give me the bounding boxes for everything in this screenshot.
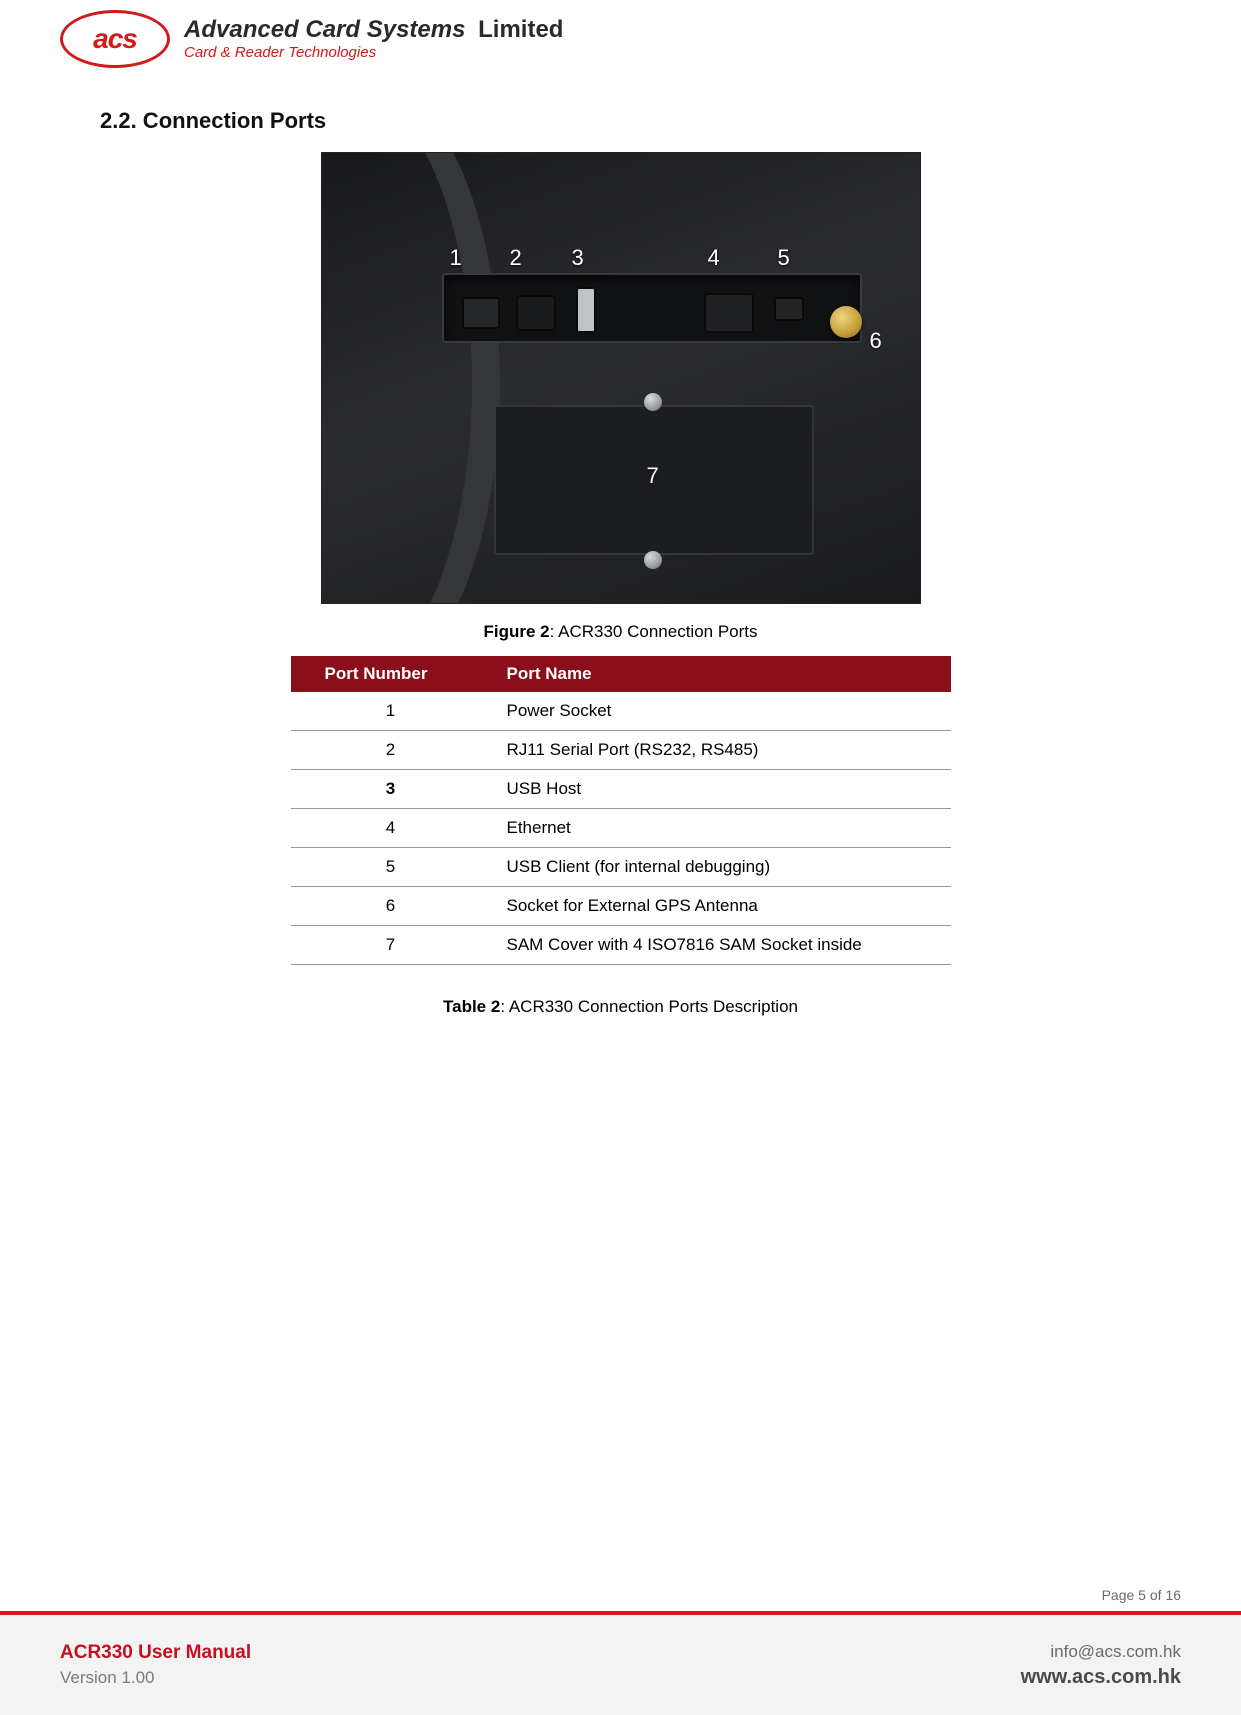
table-cell-port-name: Ethernet bbox=[491, 809, 951, 848]
port-power-socket bbox=[462, 297, 500, 329]
table-cell-port-name: RJ11 Serial Port (RS232, RS485) bbox=[491, 731, 951, 770]
table-row: 2RJ11 Serial Port (RS232, RS485) bbox=[291, 731, 951, 770]
table-header-row: Port Number Port Name bbox=[291, 656, 951, 692]
company-limited: Limited bbox=[478, 16, 563, 43]
port-usb-host bbox=[576, 287, 596, 333]
figure-label-6: 6 bbox=[870, 328, 882, 354]
table-cell-port-number: 6 bbox=[291, 887, 491, 926]
figure-caption-rest: : ACR330 Connection Ports bbox=[550, 622, 758, 641]
page-number: Page 5 of 16 bbox=[1102, 1587, 1181, 1603]
company-tagline: Card & Reader Technologies bbox=[184, 45, 563, 62]
gps-antenna-socket bbox=[830, 306, 862, 338]
table-cell-port-number: 4 bbox=[291, 809, 491, 848]
table-row: 4Ethernet bbox=[291, 809, 951, 848]
table-cell-port-name: Socket for External GPS Antenna bbox=[491, 887, 951, 926]
figure-caption: Figure 2: ACR330 Connection Ports bbox=[483, 622, 757, 642]
table-cell-port-number: 2 bbox=[291, 731, 491, 770]
footer-left: ACR330 User Manual Version 1.00 bbox=[60, 1642, 251, 1688]
company-main-text: Advanced Card Systems bbox=[184, 16, 465, 43]
table-cell-port-name: SAM Cover with 4 ISO7816 SAM Socket insi… bbox=[491, 926, 951, 965]
page-footer: ACR330 User Manual Version 1.00 info@acs… bbox=[0, 1615, 1241, 1715]
device-curve bbox=[321, 152, 472, 604]
port-ethernet bbox=[704, 293, 754, 333]
footer-website: www.acs.com.hk bbox=[1021, 1666, 1181, 1689]
figure-label-7: 7 bbox=[647, 463, 659, 489]
screw-icon bbox=[644, 551, 662, 569]
screw-icon bbox=[644, 393, 662, 411]
table-caption-rest: : ACR330 Connection Ports Description bbox=[500, 997, 798, 1016]
page-header: acs Advanced Card Systems Limited Card &… bbox=[60, 0, 1181, 86]
doc-version: Version 1.00 bbox=[60, 1668, 251, 1688]
footer-right: info@acs.com.hk www.acs.com.hk bbox=[1021, 1642, 1181, 1689]
figure-container: 1 2 3 4 5 6 7 Figure 2: ACR330 Connectio… bbox=[60, 152, 1181, 1031]
port-panel bbox=[442, 273, 862, 343]
table-cell-port-number: 5 bbox=[291, 848, 491, 887]
logo-icon: acs bbox=[60, 10, 170, 68]
section-heading: 2.2. Connection Ports bbox=[100, 108, 1181, 134]
table-caption-bold: Table 2 bbox=[443, 997, 500, 1016]
figure-caption-bold: Figure 2 bbox=[483, 622, 549, 641]
table-cell-port-name: USB Host bbox=[491, 770, 951, 809]
ports-table: Port Number Port Name 1Power Socket2RJ11… bbox=[291, 656, 951, 965]
table-header-port-name: Port Name bbox=[491, 656, 951, 692]
table-caption: Table 2: ACR330 Connection Ports Descrip… bbox=[443, 997, 798, 1017]
table-cell-port-number: 3 bbox=[291, 770, 491, 809]
figure-label-3: 3 bbox=[572, 245, 584, 271]
port-rj11 bbox=[516, 295, 556, 331]
port-usb-client bbox=[774, 297, 804, 321]
figure-label-1: 1 bbox=[450, 245, 462, 271]
table-row: 1Power Socket bbox=[291, 692, 951, 731]
table-row: 3USB Host bbox=[291, 770, 951, 809]
table-cell-port-number: 1 bbox=[291, 692, 491, 731]
company-main: Advanced Card Systems Limited bbox=[184, 17, 563, 43]
figure-label-2: 2 bbox=[510, 245, 522, 271]
table-cell-port-number: 7 bbox=[291, 926, 491, 965]
figure-label-4: 4 bbox=[708, 245, 720, 271]
table-row: 7SAM Cover with 4 ISO7816 SAM Socket ins… bbox=[291, 926, 951, 965]
figure-image: 1 2 3 4 5 6 7 bbox=[321, 152, 921, 604]
company-name-block: Advanced Card Systems Limited Card & Rea… bbox=[184, 17, 563, 62]
figure-label-5: 5 bbox=[778, 245, 790, 271]
footer-email: info@acs.com.hk bbox=[1021, 1642, 1181, 1662]
table-row: 6Socket for External GPS Antenna bbox=[291, 887, 951, 926]
table-header-port-number: Port Number bbox=[291, 656, 491, 692]
table-cell-port-name: USB Client (for internal debugging) bbox=[491, 848, 951, 887]
doc-title: ACR330 User Manual bbox=[60, 1642, 251, 1664]
table-row: 5USB Client (for internal debugging) bbox=[291, 848, 951, 887]
table-cell-port-name: Power Socket bbox=[491, 692, 951, 731]
